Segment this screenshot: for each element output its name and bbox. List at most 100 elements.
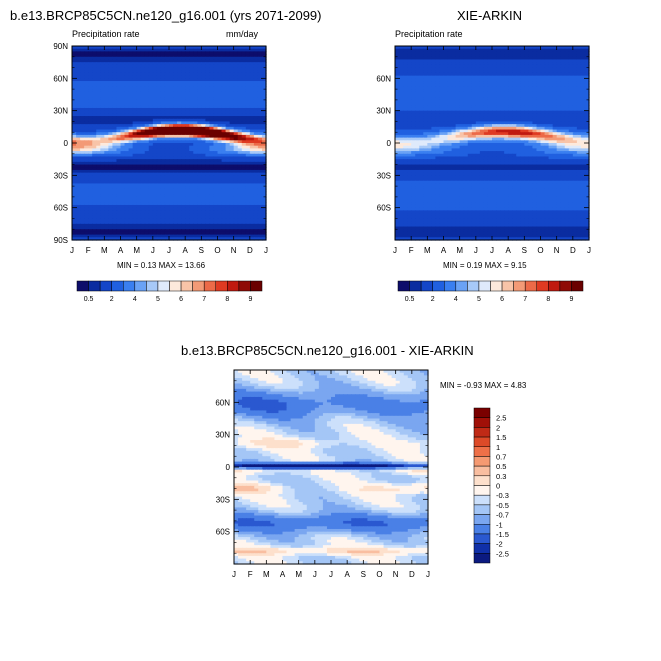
panel1-cell <box>88 178 93 182</box>
panel1-cell <box>233 83 239 88</box>
panel2-cell <box>512 99 517 104</box>
panel1-cell <box>96 59 101 63</box>
panel1-cell <box>108 75 114 79</box>
panel2-cell <box>492 121 497 125</box>
panel2-cell <box>540 46 546 50</box>
panel1-cell <box>241 59 247 63</box>
panel1-cell <box>229 221 235 225</box>
panel1-cell <box>221 99 227 104</box>
panel1-cell <box>104 116 109 120</box>
panel2-cell <box>467 81 473 85</box>
panel2-cell <box>576 78 582 82</box>
panel1-cell <box>148 86 154 90</box>
panel1-cell <box>177 237 182 241</box>
panel2-cell <box>548 89 554 93</box>
panel1-cell <box>253 231 259 236</box>
panel1-cell <box>152 145 158 149</box>
panel1-cell <box>213 231 219 236</box>
panel2-cell <box>415 113 420 117</box>
panel1-cell <box>104 83 109 88</box>
panel1-cell <box>152 188 158 193</box>
panel1-cell <box>181 116 186 120</box>
panel1-cell <box>237 118 243 123</box>
panel2-cell <box>500 78 505 82</box>
panel2-cell <box>552 59 558 63</box>
panel1-cell <box>124 153 130 158</box>
panel1-cell <box>197 72 202 77</box>
panel1-cell <box>257 78 263 82</box>
panel1-cell <box>213 56 219 61</box>
panel1-cell <box>261 107 267 112</box>
panel1-cell <box>124 78 130 82</box>
panel1-cell <box>128 204 134 209</box>
panel2-cell <box>524 56 529 61</box>
panel1-xtick-label: J <box>151 246 155 255</box>
panel1-cell <box>229 153 235 158</box>
panel1-cell <box>177 199 182 203</box>
panel1-cell <box>104 178 109 182</box>
panel2-cell <box>552 64 558 69</box>
panel1-cell <box>104 226 109 230</box>
panel1-cell <box>72 207 77 211</box>
panel1-cell <box>205 62 211 66</box>
panel2-cell <box>419 59 424 63</box>
panel2-cell <box>459 118 465 123</box>
panel1-cell <box>124 102 130 106</box>
panel1-cell <box>217 226 223 230</box>
panel1-cell <box>173 210 178 214</box>
panel1-cell <box>96 51 101 55</box>
panel1-cell <box>160 237 166 241</box>
panel1-cell <box>197 91 202 96</box>
panel1-cell <box>124 229 130 233</box>
panel1-cell <box>205 183 211 187</box>
panel1-cell <box>193 145 198 149</box>
panel2-cell <box>411 97 416 101</box>
panel1-cell <box>185 72 190 77</box>
panel2-cell <box>427 51 432 55</box>
panel1-cell <box>124 105 130 109</box>
panel2-cell <box>395 113 400 117</box>
panel1-cell <box>177 67 182 71</box>
panel2-cell <box>407 110 412 114</box>
panel2-cell <box>427 46 432 50</box>
panel2-cell <box>463 102 469 106</box>
panel1-cell <box>92 237 97 241</box>
panel1-cell <box>88 59 93 63</box>
panel1-cell <box>185 94 190 98</box>
panel1-cell <box>217 210 223 214</box>
panel1-cell <box>88 113 93 117</box>
panel1-cell <box>185 56 190 61</box>
panel1-cell <box>257 191 263 195</box>
panel1-cell <box>72 196 77 201</box>
panel1-cell <box>140 148 146 152</box>
panel2-cell <box>548 91 554 96</box>
panel2-cell <box>487 75 493 79</box>
panel1-cell <box>205 188 211 193</box>
panel1-cell <box>217 81 223 85</box>
panel1-cell <box>201 164 206 168</box>
panel1-cell <box>72 134 77 139</box>
panel2-cell <box>483 124 489 128</box>
panel1-cell <box>245 237 251 241</box>
panel1-cell <box>213 143 219 147</box>
panel2-cell <box>415 46 420 50</box>
panel1-cell <box>164 180 170 185</box>
panel2-cell <box>431 91 437 96</box>
panel1-cell <box>104 121 109 125</box>
panel2-cell <box>580 48 586 52</box>
panel1-cell <box>164 46 170 50</box>
panel1-cell <box>124 91 130 96</box>
panel2-cell <box>419 67 424 71</box>
panel1-cell <box>100 126 105 131</box>
panel1-cell <box>197 116 202 120</box>
panel1-cell <box>205 118 211 123</box>
panel1-cell <box>104 188 109 193</box>
panel2-cell <box>520 116 525 120</box>
panel1-cell <box>164 70 170 74</box>
panel1-cell <box>140 132 146 136</box>
panel1-cell <box>100 183 105 187</box>
panel1-cell <box>104 148 109 152</box>
panel1-cell <box>92 126 97 131</box>
panel1-cell <box>185 62 190 66</box>
panel2-cell <box>411 99 416 104</box>
